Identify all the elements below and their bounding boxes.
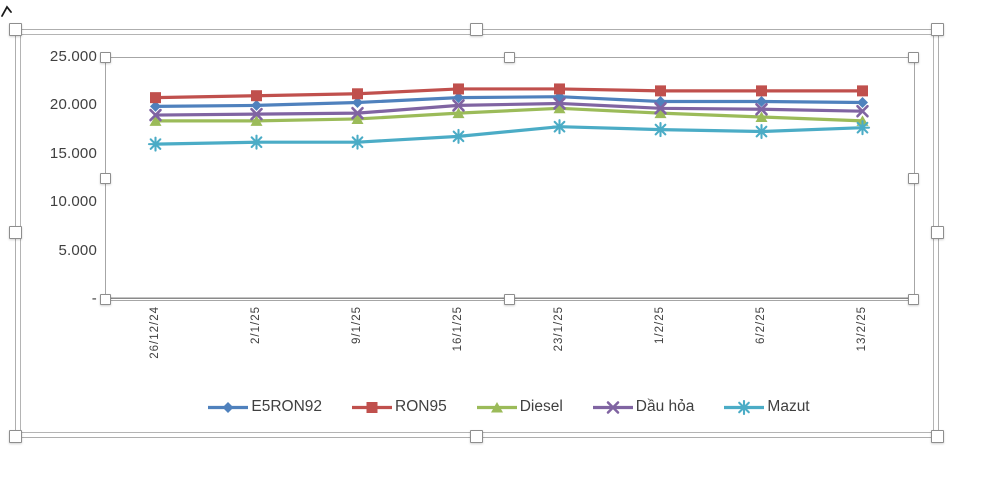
legend-marker-triangle-icon bbox=[476, 401, 517, 412]
y-axis-label: - bbox=[91, 290, 97, 307]
y-axis-label: 20.000 bbox=[49, 96, 97, 114]
x-axis-label: 13/2/25 bbox=[856, 306, 868, 352]
plot-resize-handle-e[interactable] bbox=[907, 172, 919, 184]
series-Dầu hỏa[interactable] bbox=[149, 97, 869, 122]
legend-item-E5RON92[interactable]: E5RON92 bbox=[208, 398, 322, 416]
plot-resize-handle-nw[interactable] bbox=[99, 51, 111, 63]
legend-item-Mazut[interactable]: Mazut bbox=[724, 398, 810, 416]
chart-legend[interactable]: E5RON92 RON95 Diesel Dầu hỏa Mazut bbox=[105, 398, 913, 416]
y-axis-label: 15.000 bbox=[49, 144, 97, 162]
x-axis-label: 26/12/24 bbox=[149, 306, 161, 359]
y-axis-label: 10.000 bbox=[49, 193, 97, 211]
x-axis-label: 6/2/25 bbox=[755, 306, 767, 344]
legend-item-RON95[interactable]: RON95 bbox=[352, 398, 447, 416]
x-axis-label: 9/1/25 bbox=[351, 306, 363, 344]
legend-marker-diamond-icon bbox=[208, 401, 249, 413]
plot-resize-handle-sw[interactable] bbox=[99, 293, 111, 305]
outer-resize-handle-ne[interactable] bbox=[930, 22, 944, 36]
plot-resize-handle-w[interactable] bbox=[99, 172, 111, 184]
legend-marker-x-icon bbox=[592, 400, 633, 414]
legend-label: E5RON92 bbox=[251, 398, 323, 415]
x-axis-label: 1/2/25 bbox=[654, 306, 666, 344]
plot-resize-handle-ne[interactable] bbox=[907, 51, 919, 63]
legend-marker-asterisk-icon bbox=[724, 399, 765, 415]
plot-resize-handle-n[interactable] bbox=[503, 51, 515, 63]
outer-resize-handle-nw[interactable] bbox=[8, 22, 22, 36]
legend-label: Diesel bbox=[519, 398, 563, 415]
plot-resize-handle-s[interactable] bbox=[503, 293, 515, 305]
outer-resize-handle-e[interactable] bbox=[930, 226, 944, 239]
x-axis-label: 2/1/25 bbox=[250, 306, 262, 344]
outer-resize-handle-s[interactable] bbox=[469, 429, 483, 443]
chart-canvas[interactable] bbox=[105, 57, 913, 299]
y-axis-label: 5.000 bbox=[58, 241, 97, 259]
stray-pen-mark bbox=[1, 5, 12, 17]
series-RON95[interactable] bbox=[150, 83, 868, 104]
legend-label: Mazut bbox=[767, 398, 810, 415]
outer-resize-handle-w[interactable] bbox=[8, 226, 22, 239]
outer-resize-handle-se[interactable] bbox=[930, 429, 944, 443]
plot-resize-handle-se[interactable] bbox=[907, 293, 919, 305]
legend-item-Dầu hỏa[interactable]: Dầu hỏa bbox=[592, 398, 695, 416]
legend-marker-square-icon bbox=[352, 401, 393, 413]
series-Mazut[interactable] bbox=[147, 119, 871, 152]
outer-resize-handle-n[interactable] bbox=[469, 22, 483, 36]
x-axis-label: 16/1/25 bbox=[452, 306, 464, 352]
y-axis-label: 25.000 bbox=[49, 48, 97, 65]
series-E5RON92[interactable] bbox=[150, 91, 868, 112]
x-axis-label: 23/1/25 bbox=[553, 306, 565, 352]
legend-label: RON95 bbox=[395, 398, 447, 415]
outer-resize-handle-sw[interactable] bbox=[8, 429, 22, 443]
legend-item-Diesel[interactable]: Diesel bbox=[476, 398, 563, 416]
legend-label: Dầu hỏa bbox=[635, 398, 695, 415]
